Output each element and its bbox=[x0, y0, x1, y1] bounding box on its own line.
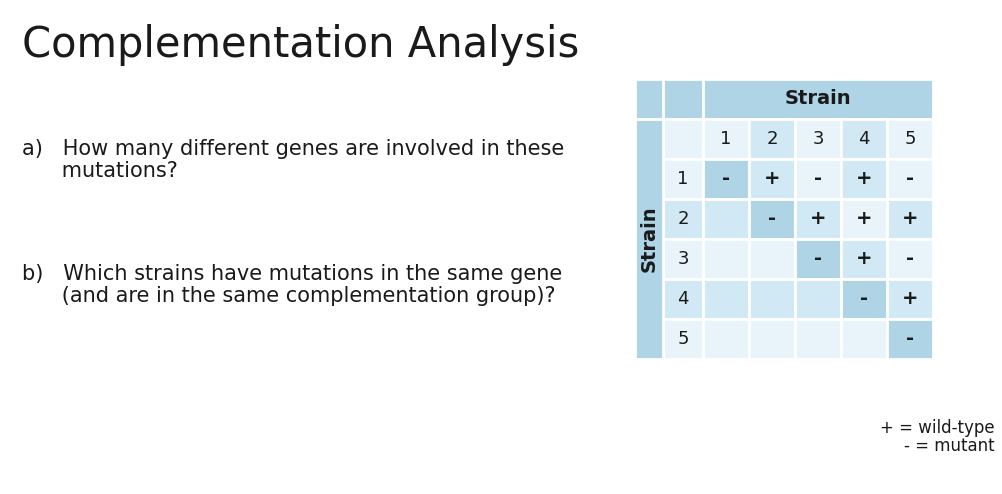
Bar bbox=[795, 279, 841, 319]
Text: Complementation Analysis: Complementation Analysis bbox=[22, 24, 579, 66]
Text: Strain: Strain bbox=[639, 206, 658, 272]
Text: b)   Which strains have mutations in the same gene: b) Which strains have mutations in the s… bbox=[22, 264, 562, 284]
Bar bbox=[635, 79, 663, 119]
Text: -: - bbox=[814, 249, 822, 269]
Text: +: + bbox=[764, 169, 781, 189]
Bar bbox=[795, 319, 841, 359]
Text: - = mutant: - = mutant bbox=[905, 437, 995, 455]
Text: 3: 3 bbox=[677, 250, 688, 268]
Bar bbox=[703, 79, 933, 119]
Text: Strain: Strain bbox=[785, 89, 852, 109]
Text: 3: 3 bbox=[813, 130, 824, 148]
Bar bbox=[635, 119, 663, 359]
Bar bbox=[703, 279, 749, 319]
Bar bbox=[749, 279, 795, 319]
Text: -: - bbox=[722, 169, 730, 189]
Text: 2: 2 bbox=[677, 210, 688, 228]
Bar bbox=[795, 119, 841, 159]
Bar bbox=[887, 239, 933, 279]
Bar bbox=[841, 279, 887, 319]
Bar bbox=[663, 119, 703, 159]
Bar bbox=[841, 119, 887, 159]
Bar bbox=[795, 239, 841, 279]
Bar bbox=[749, 119, 795, 159]
Text: 5: 5 bbox=[904, 130, 916, 148]
Text: 4: 4 bbox=[859, 130, 870, 148]
Bar bbox=[887, 279, 933, 319]
Text: (and are in the same complementation group)?: (and are in the same complementation gro… bbox=[22, 286, 556, 306]
Text: mutations?: mutations? bbox=[22, 161, 178, 181]
Bar bbox=[841, 159, 887, 199]
Text: 4: 4 bbox=[677, 290, 688, 308]
Text: -: - bbox=[768, 209, 776, 229]
Bar bbox=[887, 119, 933, 159]
Bar bbox=[887, 319, 933, 359]
Text: -: - bbox=[860, 289, 868, 308]
Bar bbox=[795, 199, 841, 239]
Bar bbox=[663, 79, 703, 119]
Bar bbox=[841, 319, 887, 359]
Bar bbox=[663, 239, 703, 279]
Bar bbox=[887, 159, 933, 199]
Bar bbox=[749, 159, 795, 199]
Bar bbox=[635, 119, 663, 159]
Bar bbox=[841, 239, 887, 279]
Text: 1: 1 bbox=[720, 130, 731, 148]
Text: 5: 5 bbox=[677, 330, 688, 348]
Text: 1: 1 bbox=[677, 170, 688, 188]
Bar bbox=[887, 199, 933, 239]
Text: +: + bbox=[856, 249, 873, 269]
Text: a)   How many different genes are involved in these: a) How many different genes are involved… bbox=[22, 139, 564, 159]
Text: +: + bbox=[856, 169, 873, 189]
Text: + = wild-type: + = wild-type bbox=[881, 419, 995, 437]
Text: +: + bbox=[810, 209, 827, 229]
Text: +: + bbox=[902, 209, 918, 229]
Bar bbox=[703, 199, 749, 239]
Text: 2: 2 bbox=[767, 130, 778, 148]
Bar bbox=[749, 239, 795, 279]
Bar bbox=[663, 279, 703, 319]
Bar bbox=[703, 119, 749, 159]
Text: +: + bbox=[856, 209, 873, 229]
Bar bbox=[663, 159, 703, 199]
Bar bbox=[663, 199, 703, 239]
Text: +: + bbox=[902, 289, 918, 308]
Bar bbox=[703, 159, 749, 199]
Bar bbox=[749, 319, 795, 359]
Text: -: - bbox=[906, 169, 914, 189]
Bar bbox=[795, 159, 841, 199]
Bar bbox=[841, 199, 887, 239]
Text: -: - bbox=[906, 249, 914, 269]
Bar bbox=[703, 239, 749, 279]
Text: -: - bbox=[906, 329, 914, 348]
Text: -: - bbox=[814, 169, 822, 189]
Bar bbox=[663, 319, 703, 359]
Bar bbox=[749, 199, 795, 239]
Bar bbox=[703, 319, 749, 359]
